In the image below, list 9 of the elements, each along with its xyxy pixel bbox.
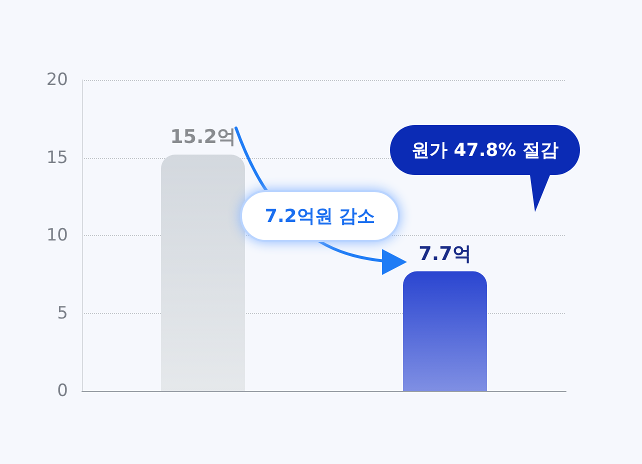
y-tick-label: 10 xyxy=(46,226,68,246)
data-label: 15.2억 xyxy=(170,126,236,148)
y-tick-label: 0 xyxy=(57,381,68,401)
y-tick-label: 20 xyxy=(46,70,68,90)
y-tick-label: 5 xyxy=(57,303,68,324)
y-tick-label: 15 xyxy=(46,148,68,168)
data-label: 7.7억 xyxy=(418,242,472,265)
annotation: 7.2억원 감소 xyxy=(240,190,400,242)
annotation: 원가 47.8% 절감 xyxy=(410,139,560,163)
